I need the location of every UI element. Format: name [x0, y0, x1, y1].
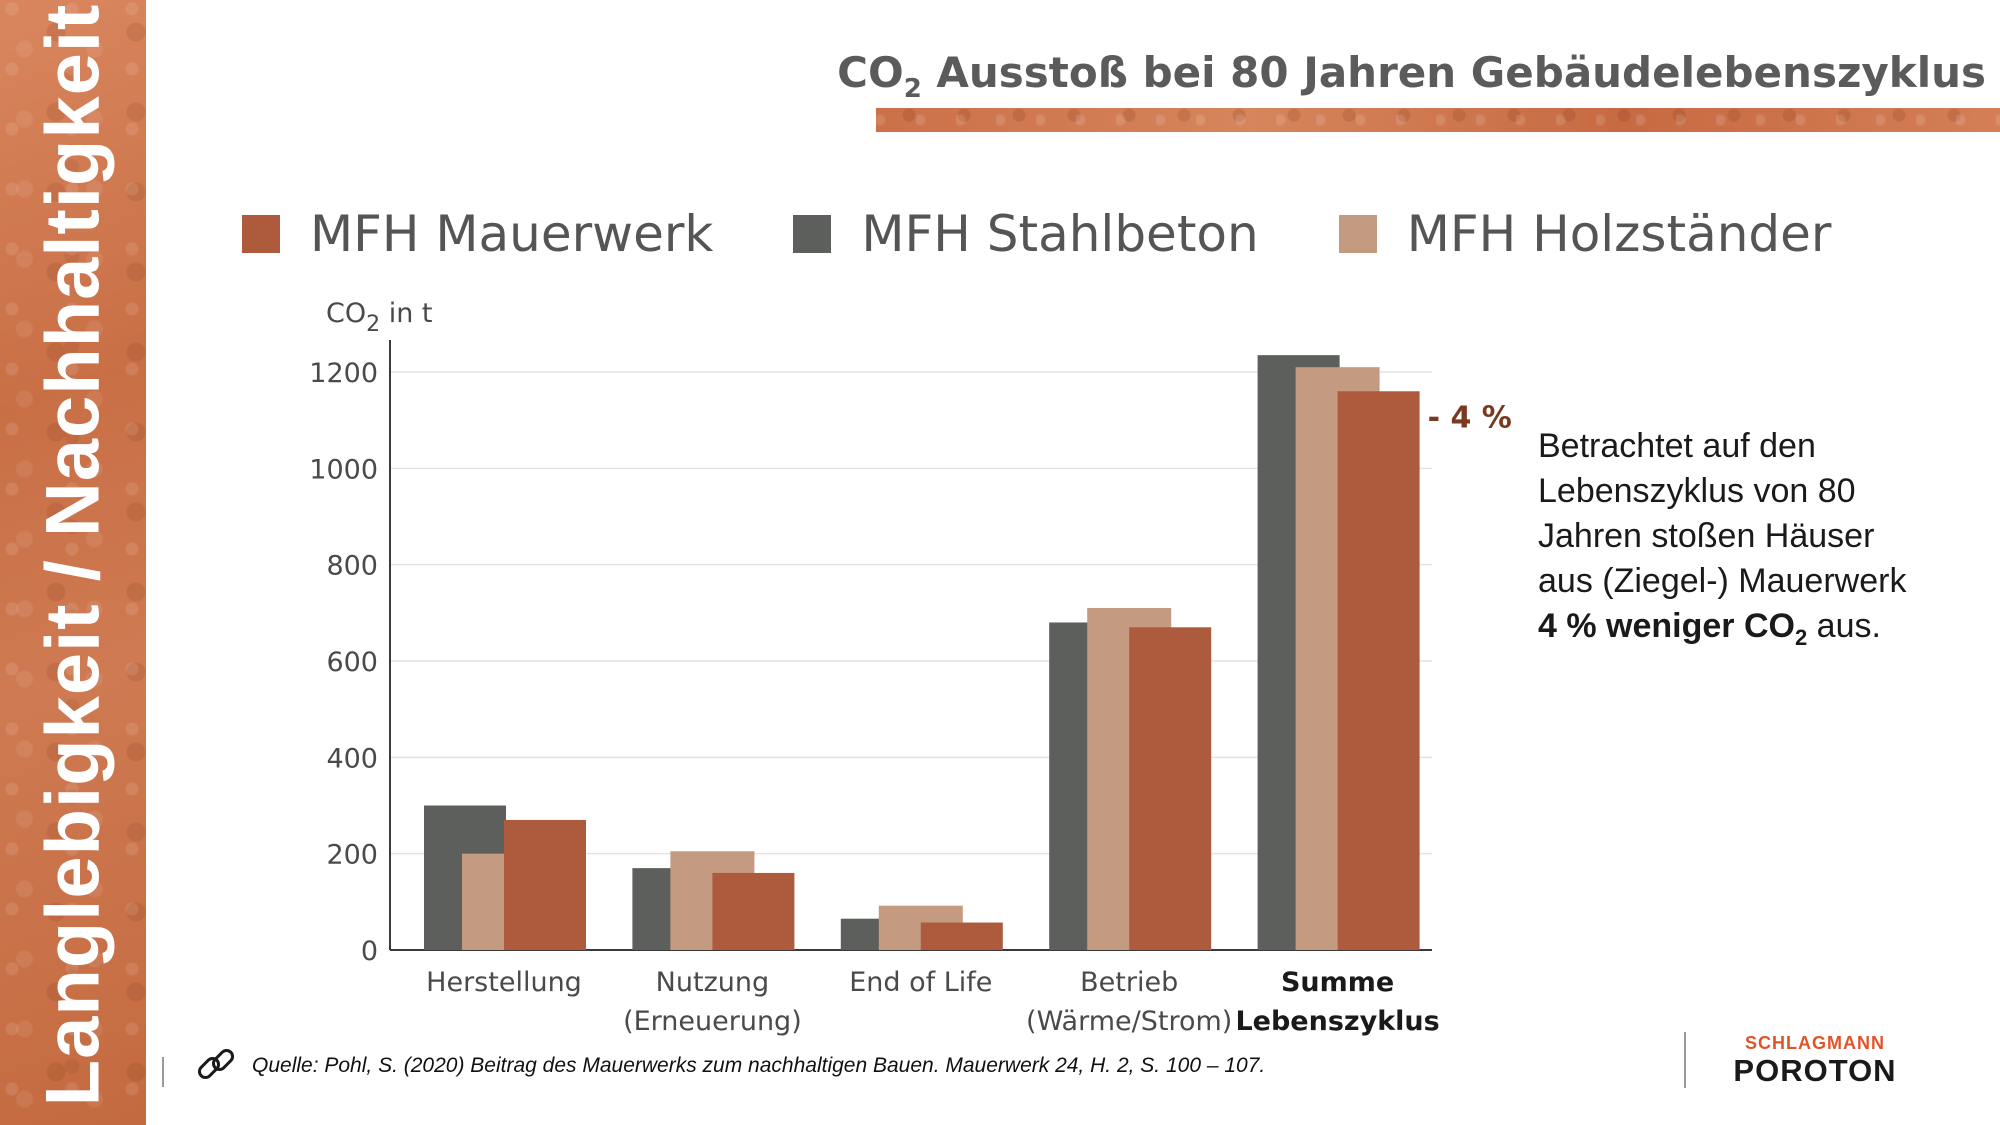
logo-top-text: SCHLAGMANN [1745, 1033, 1885, 1053]
y-axis-label: CO2 in t [326, 298, 432, 337]
y-tick-label: 400 [326, 743, 378, 774]
y-tick-label: 1000 [309, 454, 378, 485]
title-underline-bar [876, 108, 2000, 132]
reduction-annotation: - 4 % [1428, 400, 1512, 435]
legend-item-holzstaender: MFH Holzständer [1338, 205, 1832, 263]
legend-swatch-stahlbeton [793, 215, 832, 253]
footer-divider-right [1684, 1032, 1686, 1088]
page-title: CO2 Ausstoß bei 80 Jahren Gebäudelebensz… [837, 48, 1986, 104]
x-tick-label: Betrieb [1080, 967, 1178, 998]
x-tick-label: Nutzung [656, 967, 769, 998]
legend-label-holzstaender: MFH Holzständer [1406, 205, 1832, 263]
chart-legend: MFH Mauerwerk MFH Stahlbeton MFH Holzstä… [242, 205, 1831, 263]
note-line-1: Betrachtet auf den [1538, 427, 1816, 465]
logo-bottom-text: POROTON [1733, 1053, 1897, 1088]
bar-mfh-mauerwerk-2 [920, 922, 1003, 950]
bar-mfh-mauerwerk-3 [1129, 627, 1212, 950]
note-line-5: 4 % weniger CO2 aus. [1538, 604, 1958, 660]
x-tick-label: Herstellung [426, 967, 582, 998]
x-tick-label: End of Life [849, 967, 992, 998]
title-co: CO [837, 48, 904, 97]
x-tick-label-line2: (Erneuerung) [623, 1006, 802, 1037]
co2-bar-chart: CO2 in t 0 200 400 600 800 1000 1200 Herstellung… [309, 298, 1512, 1037]
legend-label-stahlbeton: MFH Stahlbeton [861, 205, 1259, 263]
schlagmann-poroton-logo: SCHLAGMANN POROTON [1716, 1034, 1914, 1086]
x-tick-label-line2: Lebenszyklus [1235, 1006, 1439, 1037]
bar-mfh-mauerwerk-0 [504, 819, 586, 950]
note-line-4: aus (Ziegel-) Mauerwerk [1538, 562, 1907, 600]
summary-note: Betrachtet auf den Lebenszyklus von 80 J… [1538, 424, 1958, 660]
note-strong: 4 % weniger CO2 [1538, 607, 1807, 650]
source-citation: Quelle: Pohl, S. (2020) Beitrag des Maue… [252, 1054, 1266, 1077]
note-line-2: Lebenszyklus von 80 [1538, 472, 1856, 510]
legend-item-mauerwerk: MFH Mauerwerk [242, 205, 713, 263]
note-strong-text: 4 % weniger CO [1538, 607, 1795, 645]
y-tick-label: 800 [326, 551, 378, 582]
title-rest: Ausstoß bei 80 Jahren Gebäudelebenszyklu… [921, 48, 1986, 97]
y-tick-label: 600 [326, 647, 378, 678]
legend-swatch-holzstaender [1338, 215, 1377, 253]
bar-mfh-mauerwerk-4 [1337, 391, 1420, 950]
y-tick-label: 0 [361, 936, 378, 967]
note-line-3: Jahren stoßen Häuser [1538, 517, 1875, 555]
footer-divider-left [162, 1057, 164, 1087]
bar-mfh-mauerwerk-1 [712, 872, 795, 950]
side-brick-strip: Langlebigkeit / Nachhaltigkeit [0, 0, 146, 1125]
x-tick-label-line2: (Wärme/Strom) [1026, 1006, 1232, 1037]
link-icon [197, 1048, 235, 1080]
legend-swatch-mauerwerk [242, 215, 280, 253]
legend-label-mauerwerk: MFH Mauerwerk [310, 205, 714, 263]
y-tick-label: 1200 [309, 358, 378, 389]
note-strong-sub: 2 [1794, 624, 1808, 650]
x-tick-label: Summe [1281, 967, 1394, 998]
legend-item-stahlbeton: MFH Stahlbeton [793, 205, 1259, 263]
y-tick-label: 200 [326, 840, 378, 871]
note-suffix: aus. [1807, 607, 1881, 645]
title-sub: 2 [903, 74, 922, 104]
